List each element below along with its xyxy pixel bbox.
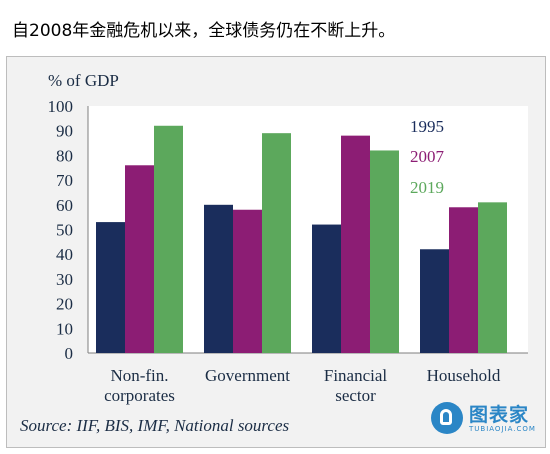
page-title: 自2008年金融危机以来，全球债务仍在不断上升。 [12, 21, 396, 41]
legend-entry: 2019 [410, 178, 444, 197]
y-tick-label: 10 [56, 319, 73, 338]
bar [420, 249, 449, 353]
legend-entry: 2007 [410, 147, 445, 166]
bar [370, 150, 399, 353]
bar [96, 222, 125, 353]
y-tick-label: 20 [56, 295, 73, 314]
bar [233, 209, 262, 353]
x-tick-label: Financial [324, 366, 388, 385]
y-tick-label: 60 [56, 196, 73, 215]
bar [262, 133, 291, 353]
x-tick-label: Non-fin. [110, 366, 168, 385]
bar [125, 165, 154, 353]
y-tick-label: 50 [56, 221, 73, 240]
y-tick-label: 100 [48, 97, 74, 116]
bar [478, 202, 507, 353]
bar [449, 207, 478, 353]
x-tick-label: sector [335, 386, 376, 405]
x-tick-label: Household [427, 366, 501, 385]
y-tick-label: 70 [56, 171, 73, 190]
brand-name: 图表家 [469, 404, 530, 426]
header-bar: 自2008年金融危机以来，全球债务仍在不断上升。 [0, 0, 550, 52]
brand-head-icon [431, 402, 463, 434]
y-tick-label: 30 [56, 270, 73, 289]
source-note: Source: IIF, BIS, IMF, National sources [20, 416, 290, 435]
brand-logo: 图表家 TUBIAOJIA.COM [431, 398, 541, 442]
y-tick-label: 0 [65, 344, 74, 363]
y-tick-label: 80 [56, 146, 73, 165]
bar [341, 135, 370, 353]
x-tick-label: corporates [104, 386, 175, 405]
legend-entry: 1995 [410, 117, 444, 136]
bar [204, 204, 233, 353]
brand-subtitle: TUBIAOJIA.COM [469, 425, 536, 433]
y-tick-label: 40 [56, 245, 73, 264]
y-tick-label: 90 [56, 122, 73, 141]
x-tick-label: Government [205, 366, 290, 385]
bar [312, 224, 341, 353]
bar [154, 125, 183, 353]
y-axis-label: % of GDP [48, 71, 119, 90]
